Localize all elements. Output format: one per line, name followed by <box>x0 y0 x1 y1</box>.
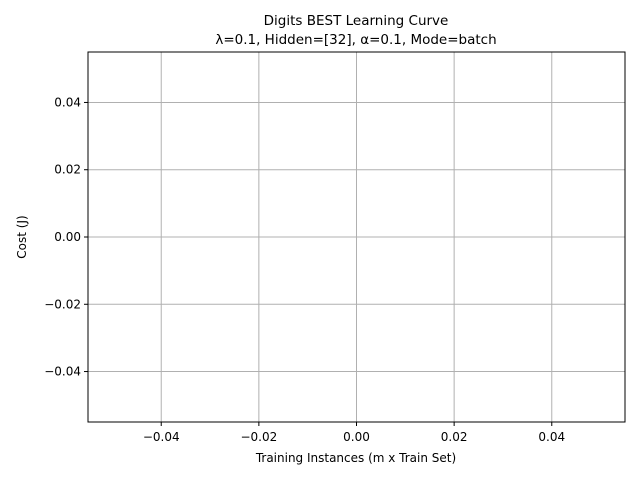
x-axis-label: Training Instances (m x Train Set) <box>255 451 456 465</box>
x-tick-label: 0.02 <box>441 430 468 444</box>
x-tick-label: −0.02 <box>240 430 277 444</box>
y-tick-label: 0.04 <box>54 95 81 109</box>
y-axis-label: Cost (J) <box>15 215 29 258</box>
y-tick-label: −0.02 <box>44 297 81 311</box>
grid <box>88 52 625 422</box>
x-tick-label: 0.00 <box>343 430 370 444</box>
chart-title: Digits BEST Learning Curve <box>264 13 449 29</box>
x-tick-label: −0.04 <box>143 430 180 444</box>
y-tick-label: 0.02 <box>54 163 81 177</box>
axis-ticks: −0.04 −0.02 0.00 0.02 0.04 −0.04 −0.02 0.00 0.02… <box>44 95 565 444</box>
chart-subtitle: λ=0.1, Hidden=[32], α=0.1, Mode=batch <box>215 32 496 48</box>
x-tick-label: 0.04 <box>538 430 565 444</box>
y-tick-label: 0.00 <box>54 230 81 244</box>
y-tick-label: −0.04 <box>44 365 81 379</box>
